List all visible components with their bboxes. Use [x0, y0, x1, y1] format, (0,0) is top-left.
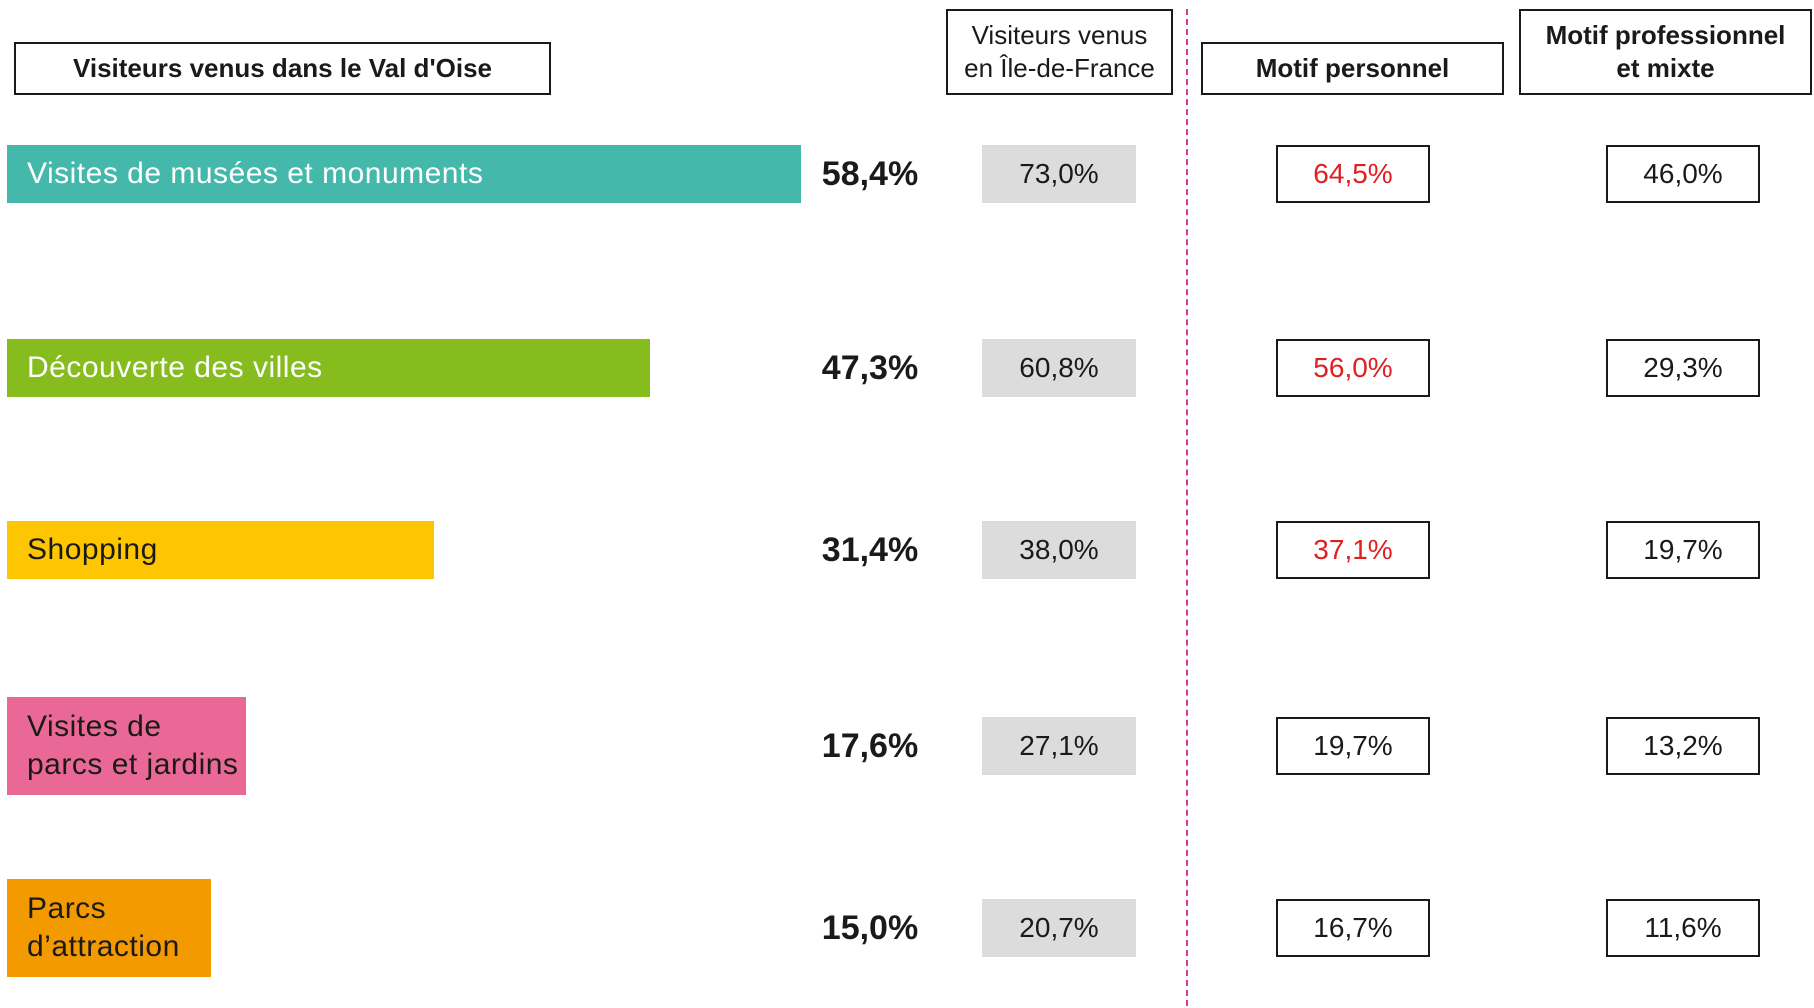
cell-text: 19,7%: [1313, 730, 1393, 761]
column-header: Visiteurs venus en Île-de-France: [946, 9, 1173, 95]
cell-text: 16,7%: [1313, 912, 1393, 943]
table-cell: 13,2%: [1606, 717, 1760, 775]
header: Visiteurs venus dans le Val d'Oise: [14, 42, 551, 95]
value-label: 47,3%: [821, 349, 919, 387]
table-cell: 20,7%: [982, 899, 1136, 957]
cell-text: 37,1%: [1313, 534, 1393, 565]
bar: Visites de musées et monuments: [7, 145, 802, 203]
cell-text: 73,0%: [1019, 158, 1099, 189]
column-header: Motif personnel: [1201, 42, 1504, 95]
table-cell: 16,7%: [1276, 899, 1430, 957]
table-cell: 46,0%: [1606, 145, 1760, 203]
table-cell: 19,7%: [1276, 717, 1430, 775]
bar-label: Shopping: [27, 533, 158, 566]
bar-label: Visites de musées et monuments: [27, 157, 484, 190]
table-cell: 56,0%: [1276, 339, 1430, 397]
bar: Shopping: [7, 521, 435, 579]
value-label: 17,6%: [821, 727, 919, 765]
divider: [1186, 9, 1188, 1006]
cell-text: 60,8%: [1019, 352, 1099, 383]
cell-text: 64,5%: [1313, 158, 1393, 189]
column-header: Motif professionnel et mixte: [1519, 9, 1812, 95]
cell-text: 38,0%: [1019, 534, 1099, 565]
value-label: 31,4%: [821, 531, 919, 569]
table-cell: 64,5%: [1276, 145, 1430, 203]
table-cell: 27,1%: [982, 717, 1136, 775]
bar-label: Visites de parcs et jardins: [27, 710, 239, 781]
cell-text: 13,2%: [1643, 730, 1723, 761]
bar: Visites de parcs et jardins: [7, 697, 247, 795]
bar: Découverte des villes: [7, 339, 651, 397]
value-label: 58,4%: [821, 155, 919, 193]
table-cell: 38,0%: [982, 521, 1136, 579]
cell-text: 11,6%: [1644, 912, 1722, 943]
cell-text: 20,7%: [1019, 912, 1099, 943]
bar-label: Parcs d’attraction: [27, 892, 180, 963]
cell-text: 27,1%: [1019, 730, 1099, 761]
cell-text: 29,3%: [1643, 352, 1723, 383]
bar: Parcs d’attraction: [7, 879, 211, 977]
bar-label: Découverte des villes: [27, 351, 323, 384]
cell-text: 56,0%: [1313, 352, 1393, 383]
cell-text: 19,7%: [1643, 534, 1723, 565]
table-cell: 11,6%: [1606, 899, 1760, 957]
table-cell: 37,1%: [1276, 521, 1430, 579]
value-label: 15,0%: [821, 909, 919, 947]
table-cell: 73,0%: [982, 145, 1136, 203]
table-cell: 19,7%: [1606, 521, 1760, 579]
table-cell: 29,3%: [1606, 339, 1760, 397]
cell-text: 46,0%: [1643, 158, 1723, 189]
table-cell: 60,8%: [982, 339, 1136, 397]
